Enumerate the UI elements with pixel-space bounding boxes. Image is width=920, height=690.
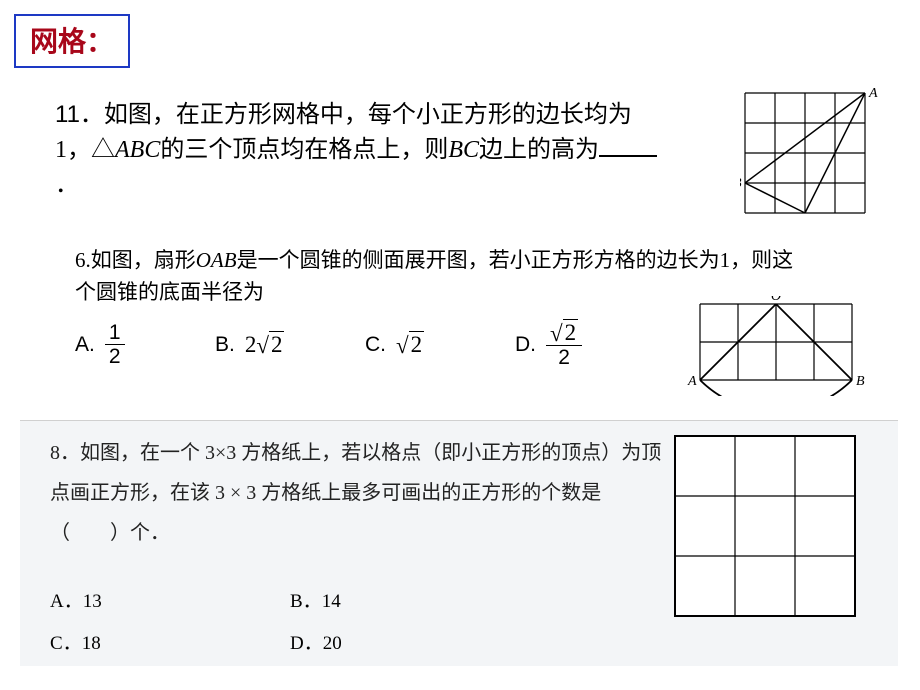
- section-title-text: 网格：: [30, 27, 114, 58]
- question-8: 8．如图，在一个 3×3 方格纸上，若以格点（即小正方形的顶点）为顶点画正方形，…: [50, 433, 670, 553]
- q6-opt-c-label: C.: [365, 333, 386, 357]
- q6-opt-a-num: 1: [105, 321, 125, 345]
- q6-opt-d-den: 2: [554, 346, 574, 369]
- q6-opt-a: A. 1 2: [75, 321, 215, 368]
- q6-opt-b-val: 2√2: [245, 332, 285, 358]
- q6-number: 6.: [75, 248, 91, 272]
- q8-opt-b-label: B．: [290, 591, 322, 612]
- q6-opt-d: D. √2 2: [515, 320, 635, 369]
- q6-opt-b: B. 2√2: [215, 332, 365, 358]
- q8-number: 8．: [50, 442, 80, 464]
- q6-opt-b-label: B.: [215, 333, 235, 357]
- svg-text:A: A: [868, 88, 878, 101]
- q8-opt-a: A．13: [50, 581, 290, 623]
- q8-opt-a-val: 13: [83, 591, 102, 612]
- q11-body-b: 的三个顶点均在格点上，则: [160, 137, 448, 163]
- q8-opt-d: D．20: [290, 623, 530, 665]
- q8-opt-a-label: A．: [50, 591, 83, 612]
- q11-abc: ABC: [115, 137, 160, 163]
- q6-opt-d-num: √2: [546, 320, 582, 346]
- q11-bc: BC: [448, 137, 479, 163]
- q8-opt-c-val: 18: [82, 633, 101, 654]
- q8-opt-d-label: D．: [290, 633, 323, 654]
- q11-body-c: 边上的高为: [479, 137, 599, 163]
- svg-text:A: A: [687, 374, 697, 389]
- q6-opt-c-val: √2: [396, 332, 424, 358]
- q8-opt-d-val: 20: [323, 633, 342, 654]
- svg-text:C: C: [801, 216, 811, 218]
- q6-opt-d-label: D.: [515, 333, 536, 357]
- question-8-row: 8．如图，在一个 3×3 方格纸上，若以格点（即小正方形的顶点）为顶点画正方形，…: [20, 420, 898, 666]
- q11-blank: [599, 135, 657, 157]
- q6-opt-a-frac: 1 2: [105, 321, 125, 368]
- q8-options: A．13 B．14 C．18 D．20: [50, 581, 550, 665]
- q8-body: 如图，在一个 3×3 方格纸上，若以格点（即小正方形的顶点）为顶点画正方形，在该…: [50, 442, 661, 544]
- q6-opt-a-den: 2: [105, 345, 125, 368]
- q8-opt-b-val: 14: [322, 591, 341, 612]
- section-title: 网格：: [14, 14, 130, 68]
- q11-period: ．: [55, 172, 79, 198]
- q11-figure: A B C: [740, 88, 880, 223]
- q6-options: A. 1 2 B. 2√2 C. √2 D. √2 2: [75, 320, 635, 369]
- svg-text:B: B: [740, 176, 742, 191]
- q6-opt-c: C. √2: [365, 332, 515, 358]
- svg-text:B: B: [856, 374, 865, 389]
- q6-figure: O A B: [680, 296, 880, 401]
- q11-number: 11．: [55, 101, 104, 128]
- q6-opt-d-frac: √2 2: [546, 320, 582, 369]
- q6-body-a: 如图，扇形: [91, 248, 196, 272]
- svg-text:O: O: [771, 296, 781, 304]
- q8-opt-c: C．18: [50, 623, 290, 665]
- q6-oab: OAB: [196, 248, 237, 272]
- q6-opt-a-label: A.: [75, 333, 95, 357]
- question-11: 11．如图，在正方形网格中，每个小正方形的边长均为1，△ABC的三个顶点均在格点…: [55, 98, 665, 202]
- q8-figure: [670, 431, 860, 626]
- q8-opt-b: B．14: [290, 581, 530, 623]
- q8-opt-c-label: C．: [50, 633, 82, 654]
